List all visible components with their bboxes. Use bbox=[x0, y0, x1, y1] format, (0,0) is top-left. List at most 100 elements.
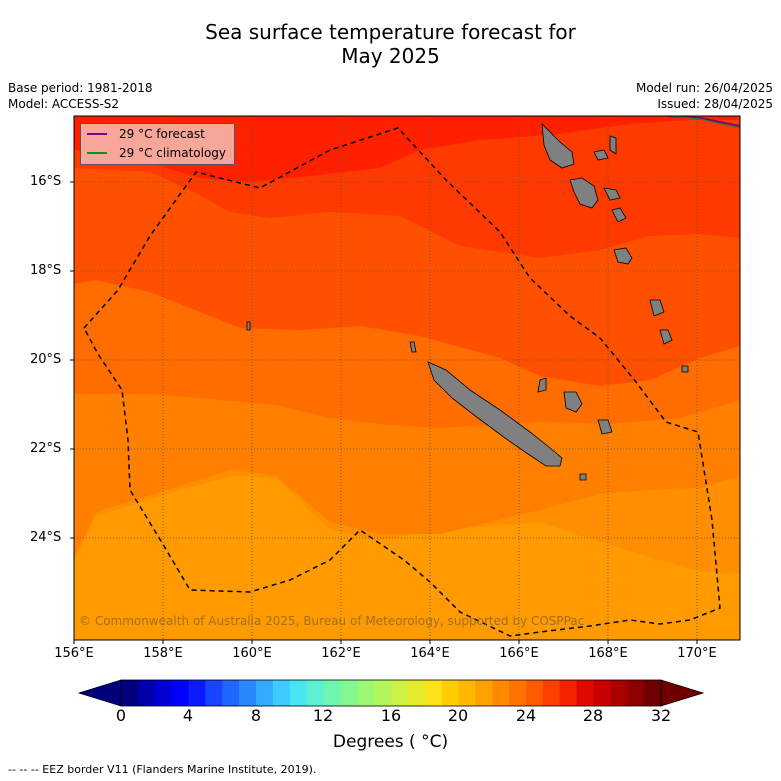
legend-forecast-swatch bbox=[87, 133, 107, 135]
colorbar-tick-32: 32 bbox=[650, 706, 672, 725]
isle-of-pines-land bbox=[579, 473, 587, 481]
lifou-land bbox=[563, 391, 583, 413]
colorbar-cell bbox=[239, 680, 257, 706]
colorbar-cell bbox=[222, 680, 240, 706]
belep-land bbox=[409, 341, 417, 353]
lon-label-166e: 166°E bbox=[499, 646, 539, 661]
eez-footnote: -- -- -- EEZ border V11 (Flanders Marine… bbox=[8, 763, 317, 776]
colorbar-cell bbox=[171, 680, 189, 706]
eez-border bbox=[83, 127, 721, 637]
lon-label-160e: 160°E bbox=[232, 646, 272, 661]
colorbar-cell bbox=[272, 680, 291, 706]
colorbar-cell bbox=[357, 680, 375, 706]
colorbar-cell bbox=[205, 680, 223, 706]
colorbar-cell bbox=[509, 680, 527, 706]
legend-forecast: 29 °C forecast bbox=[87, 126, 205, 142]
colorbar-cell bbox=[526, 680, 544, 706]
base-period: Base period: 1981-2018 bbox=[8, 81, 153, 95]
ouvea-land bbox=[537, 377, 547, 393]
meta-right: Model run: 26/04/2025 Issued: 28/04/2025 bbox=[636, 80, 773, 112]
small-island-2 bbox=[603, 187, 621, 201]
colorbar-cell bbox=[627, 680, 645, 706]
colorbar-cell bbox=[374, 680, 392, 706]
sst-band-23-24 bbox=[74, 476, 740, 640]
colorbar-cell bbox=[492, 680, 510, 706]
erromango-land bbox=[613, 247, 633, 265]
map-legend: 29 °C forecast 29 °C climatology bbox=[80, 123, 235, 165]
colorbar-cell bbox=[475, 680, 493, 706]
lon-label-170e: 170°E bbox=[677, 646, 717, 661]
colorbar-cell bbox=[340, 680, 358, 706]
map-gridlines bbox=[74, 116, 740, 640]
colorbar-cell bbox=[137, 680, 156, 706]
colorbar-cell bbox=[542, 680, 561, 706]
colorbar-cell bbox=[121, 680, 139, 706]
map-tick-marks bbox=[70, 181, 698, 644]
small-island-3 bbox=[611, 207, 627, 223]
colorbar-cell bbox=[407, 680, 426, 706]
colorbar-tick-4: 4 bbox=[182, 706, 194, 725]
issued-date: Issued: 28/04/2025 bbox=[657, 97, 773, 111]
colorbar-cell bbox=[391, 680, 409, 706]
colorbar-cell bbox=[289, 680, 308, 706]
land-masses bbox=[246, 122, 689, 481]
lat-label-22s: 22°S bbox=[30, 441, 62, 456]
colorbar-cell bbox=[593, 680, 611, 706]
legend-climatology-swatch bbox=[87, 152, 107, 154]
colorbar-cell bbox=[644, 680, 662, 706]
lon-label-156e: 156°E bbox=[54, 646, 94, 661]
colorbar-cell bbox=[458, 680, 476, 706]
colorbar-cell bbox=[188, 680, 206, 706]
colorbar-tick-12: 12 bbox=[312, 706, 334, 725]
lon-label-158e: 158°E bbox=[143, 646, 183, 661]
legend-forecast-label: 29 °C forecast bbox=[119, 127, 205, 141]
climatology-29c-contour bbox=[669, 116, 740, 129]
colorbar-cell bbox=[559, 680, 578, 706]
title-line-2: May 2025 bbox=[341, 44, 440, 68]
legend-climatology-label: 29 °C climatology bbox=[119, 146, 227, 160]
lon-label-168e: 168°E bbox=[588, 646, 628, 661]
small-island-6 bbox=[659, 329, 673, 345]
colorbar-cell bbox=[256, 680, 274, 706]
sst-contour-field bbox=[74, 116, 740, 640]
colorbar-extend-low bbox=[77, 679, 122, 707]
lon-label-164e: 164°E bbox=[410, 646, 450, 661]
lon-label-162e: 162°E bbox=[321, 646, 361, 661]
colorbar bbox=[77, 679, 705, 707]
colorbar-tick-16: 16 bbox=[380, 706, 402, 725]
colorbar-cell bbox=[441, 680, 459, 706]
colorbar-cell bbox=[323, 680, 341, 706]
small-island-7 bbox=[681, 365, 689, 373]
new-caledonia-land bbox=[427, 361, 563, 467]
meta-left: Base period: 1981-2018 Model: ACCESS-S2 bbox=[8, 80, 153, 112]
colorbar-tick-0: 0 bbox=[115, 706, 127, 725]
colorbar-tick-8: 8 bbox=[250, 706, 262, 725]
copyright-notice: © Commonwealth of Australia 2025, Bureau… bbox=[79, 614, 585, 628]
colorbar-cell bbox=[576, 680, 594, 706]
colorbar-title: Degrees ( °C) bbox=[332, 732, 449, 752]
colorbar-cell bbox=[154, 680, 173, 706]
espiritu-santo-land bbox=[541, 122, 575, 169]
colorbar-tick-20: 20 bbox=[447, 706, 469, 725]
chesterfield-land bbox=[246, 321, 251, 331]
small-island-4 bbox=[609, 135, 617, 155]
colorbar-extend-high bbox=[660, 679, 705, 707]
small-island-5 bbox=[649, 299, 665, 317]
mare-land bbox=[597, 419, 613, 435]
lat-label-16s: 16°S bbox=[30, 174, 62, 189]
legend-climatology: 29 °C climatology bbox=[87, 145, 226, 161]
colorbar-tick-28: 28 bbox=[582, 706, 604, 725]
lat-label-20s: 20°S bbox=[30, 352, 62, 367]
colorbar-cell bbox=[610, 680, 628, 706]
colorbar-cell bbox=[424, 680, 443, 706]
colorbar-tick-24: 24 bbox=[515, 706, 537, 725]
lat-label-18s: 18°S bbox=[30, 263, 62, 278]
sst-band-29-plus bbox=[74, 116, 740, 182]
model-name: Model: ACCESS-S2 bbox=[8, 97, 120, 111]
lat-label-24s: 24°S bbox=[30, 530, 62, 545]
map-frame bbox=[73, 115, 741, 641]
malakula-land bbox=[569, 177, 599, 209]
small-island-1 bbox=[593, 149, 609, 161]
colorbar-frame bbox=[120, 679, 662, 707]
